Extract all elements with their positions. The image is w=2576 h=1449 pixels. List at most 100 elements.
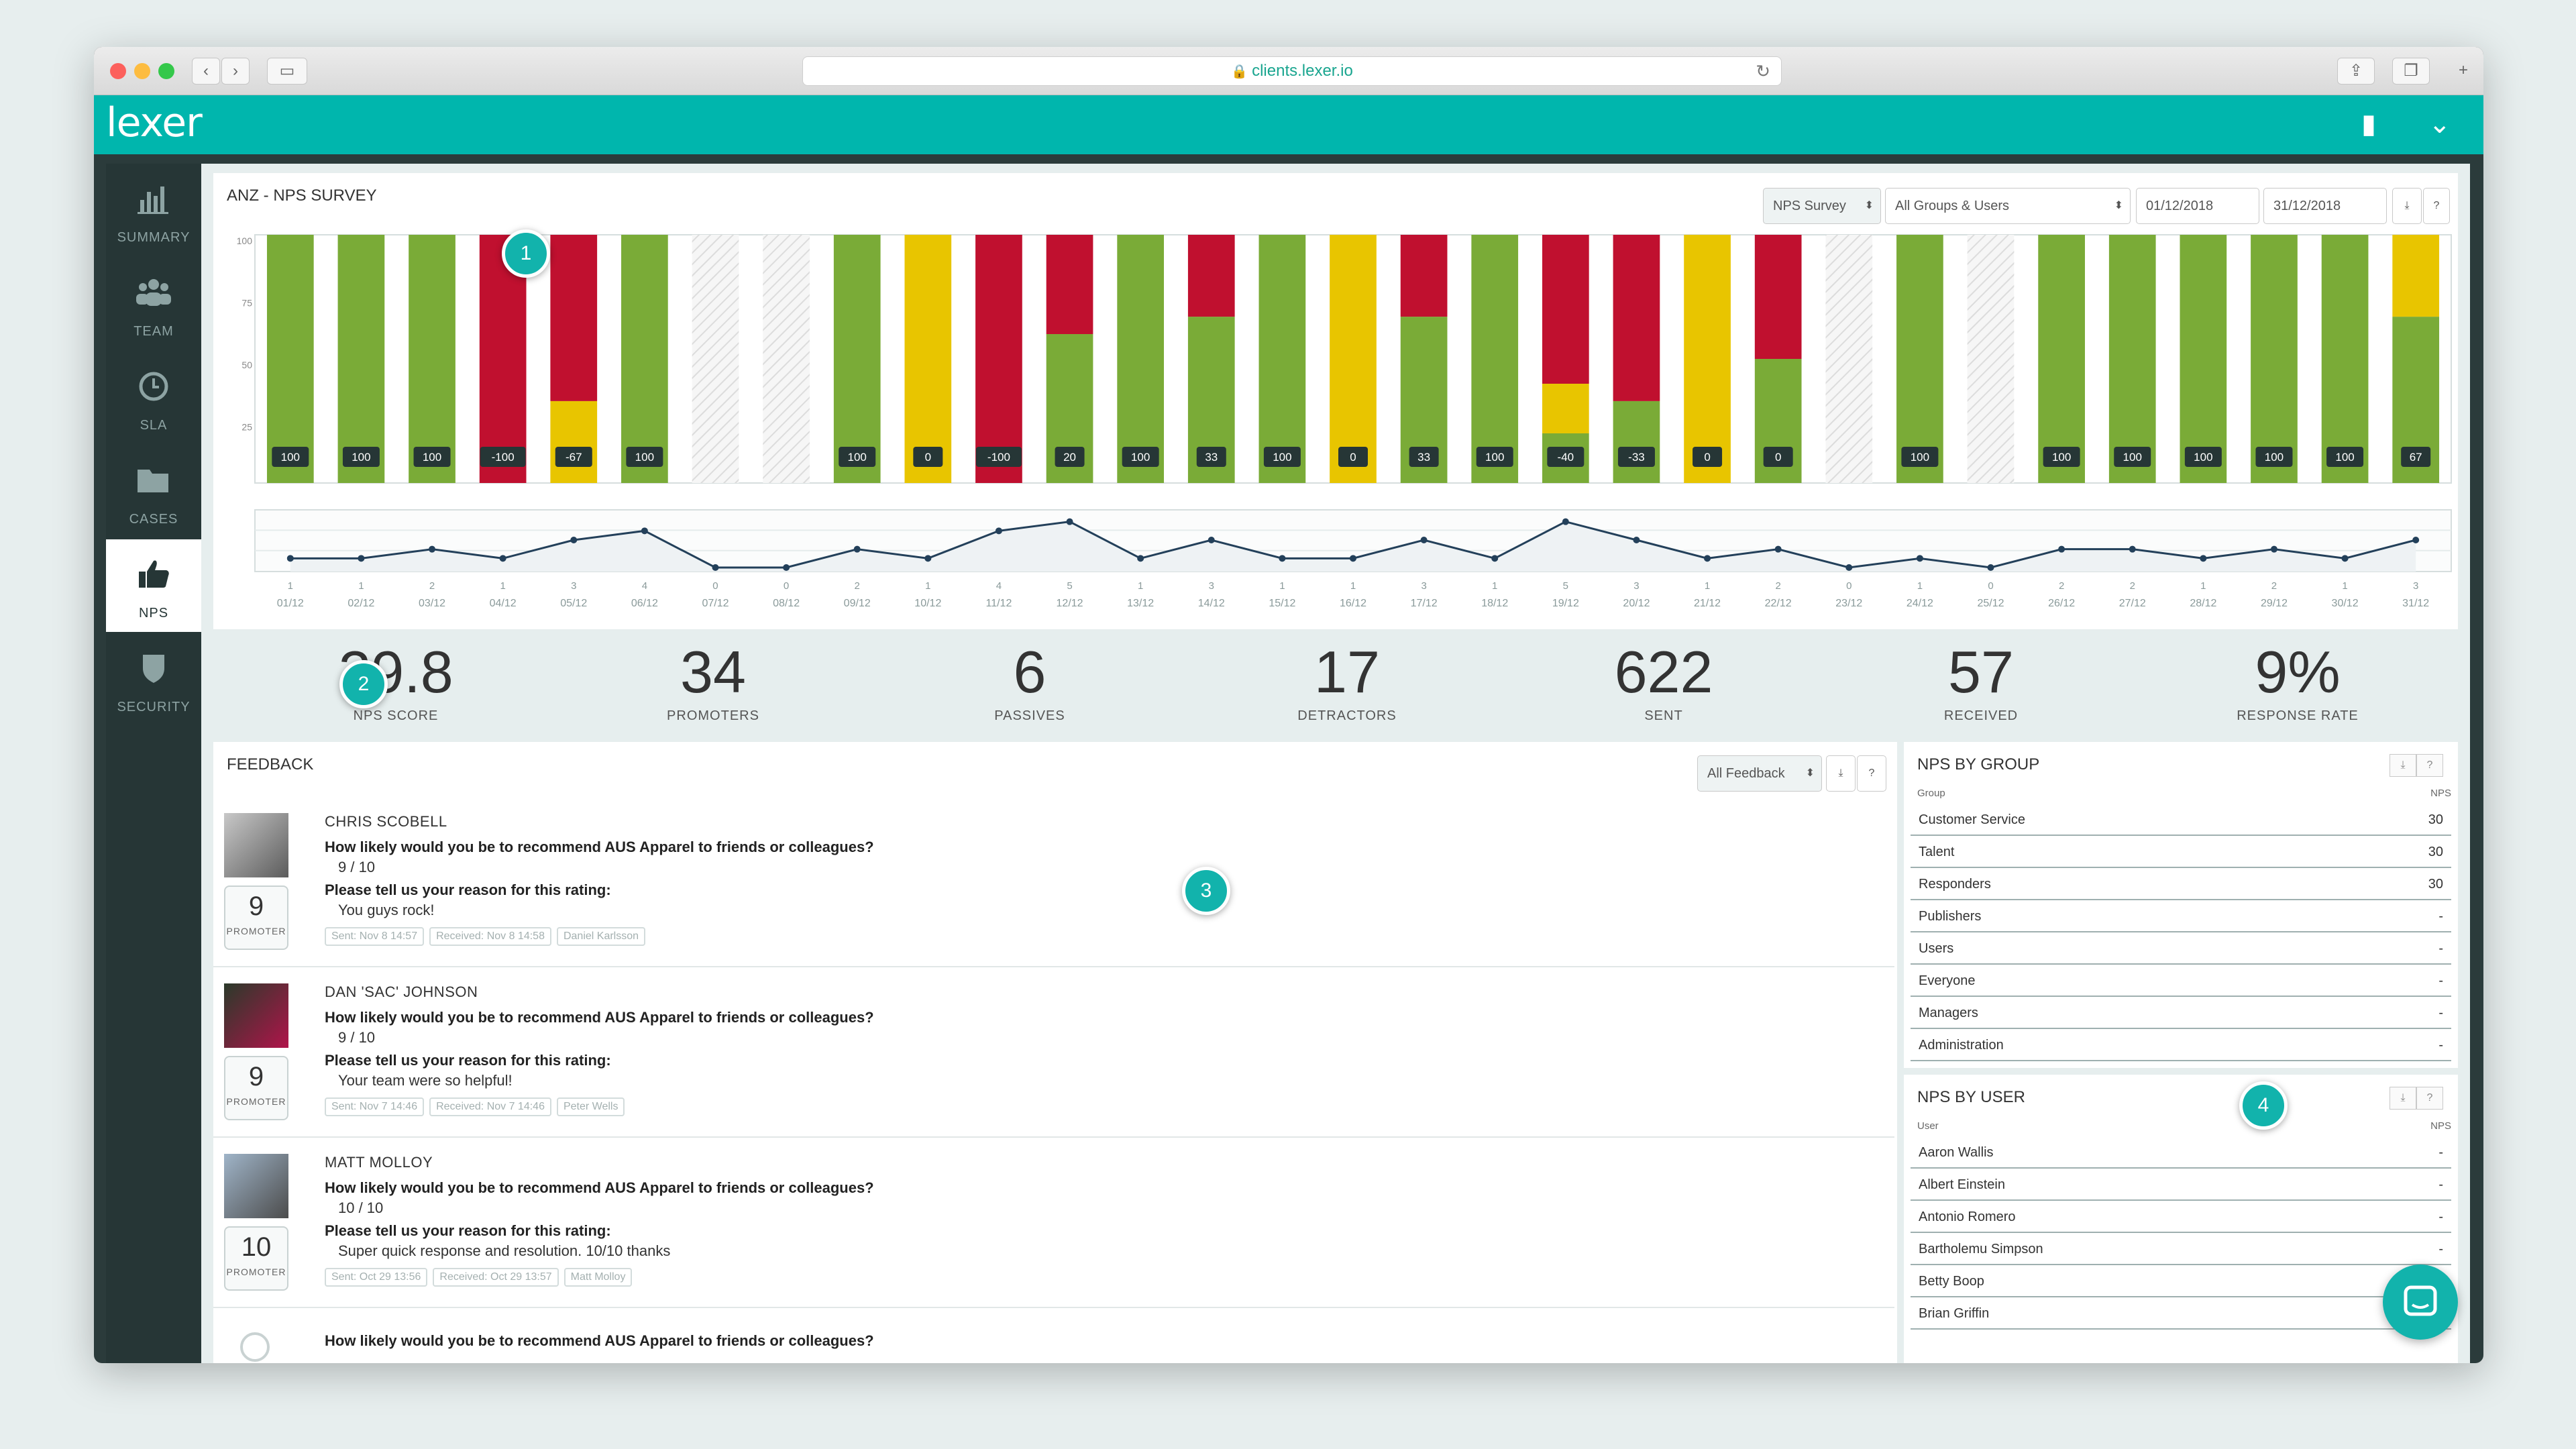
- x-tick-label: 02/12: [347, 598, 374, 609]
- x-tick-label: 12/12: [1057, 598, 1083, 609]
- table-row[interactable]: Betty Boop-: [1911, 1265, 2451, 1297]
- x-tick-label: 11/12: [986, 598, 1012, 609]
- sidebar-item-team[interactable]: TEAM: [106, 258, 201, 350]
- score-value: 9: [248, 1062, 264, 1091]
- table-row[interactable]: Managers -: [1911, 997, 2451, 1029]
- table-row[interactable]: Talent 30: [1911, 836, 2451, 868]
- responses-point: [2129, 545, 2136, 553]
- survey-select[interactable]: NPS Survey ⬍: [1763, 188, 1881, 224]
- download-button[interactable]: ⤓: [2392, 188, 2422, 224]
- table-row[interactable]: Users -: [1911, 932, 2451, 965]
- responses-point: [2412, 537, 2420, 543]
- table-row[interactable]: Everyone -: [1911, 965, 2451, 997]
- back-button[interactable]: ‹: [192, 58, 220, 85]
- bar-segment-promoters: [2108, 235, 2156, 483]
- feedback-filter-select[interactable]: All Feedback ⬍: [1697, 755, 1822, 792]
- table-row[interactable]: Antonio Romero -: [1911, 1201, 2451, 1233]
- score-badge: 9 PROMOTER: [224, 885, 288, 950]
- sidebar-item-summary[interactable]: SUMMARY: [106, 164, 201, 256]
- nps-value-label: 100: [2123, 451, 2142, 464]
- download-icon[interactable]: ⤓: [2390, 1087, 2416, 1110]
- column-header-user: User: [1917, 1120, 1939, 1132]
- sidebar-item-sla[interactable]: SLA: [106, 352, 201, 444]
- nps-label-bg: [1196, 447, 1226, 467]
- help-button[interactable]: ?: [2423, 188, 2450, 224]
- date-from-input[interactable]: 01/12/2018: [2136, 188, 2259, 224]
- agent-tag[interactable]: Peter Wells: [556, 1097, 625, 1116]
- agent-tag[interactable]: Daniel Karlsson: [556, 927, 646, 946]
- select-caret-icon: ⬍: [2114, 200, 2123, 211]
- row-name: Customer Service: [1919, 812, 2025, 827]
- x-tick-label: 18/12: [1481, 598, 1508, 609]
- bar-segment-promoters: [409, 235, 455, 483]
- row-name: Brian Griffin: [1919, 1306, 1990, 1321]
- chat-icon: [2404, 1285, 2437, 1316]
- bar-segment-passives: [1684, 235, 1731, 483]
- help-icon[interactable]: ?: [2416, 754, 2443, 777]
- bar-segment-passives: [1330, 235, 1377, 483]
- chevron-down-icon[interactable]: ⌄: [2428, 109, 2451, 139]
- forward-button[interactable]: ›: [221, 58, 250, 85]
- clock-icon: [106, 368, 201, 413]
- table-row[interactable]: Customer Service 30: [1911, 804, 2451, 836]
- x-tick-label: 09/12: [844, 598, 871, 609]
- agent-tag[interactable]: Matt Molloy: [564, 1268, 633, 1287]
- team-icon: [106, 274, 201, 319]
- x-tick-label: 24/12: [1907, 598, 1933, 609]
- nps-value-label: -100: [492, 451, 515, 464]
- table-row[interactable]: Aaron Wallis -: [1911, 1136, 2451, 1169]
- received-tag: Received: Oct 29 13:57: [433, 1268, 559, 1287]
- table-row[interactable]: Brian Griffin-: [1911, 1297, 2451, 1330]
- share-icon[interactable]: ⇪: [2337, 58, 2375, 85]
- download-icon[interactable]: ⤓: [2390, 754, 2416, 777]
- table-row[interactable]: Albert Einstein -: [1911, 1169, 2451, 1201]
- chat-launcher-button[interactable]: [2383, 1265, 2458, 1340]
- nps-value-label: -67: [566, 451, 582, 464]
- responses-point: [712, 564, 719, 571]
- table-row[interactable]: Responders 30: [1911, 868, 2451, 900]
- responses-point: [429, 545, 436, 553]
- url-text: clients.lexer.io: [1252, 62, 1353, 80]
- zoom-window-button[interactable]: [158, 63, 174, 79]
- building-icon[interactable]: ▮: [2361, 109, 2377, 139]
- sidebar-item-cases[interactable]: CASES: [106, 445, 201, 538]
- responses-point: [1704, 555, 1711, 562]
- kpi-value: 34: [680, 639, 746, 705]
- nps-label-bg: [626, 447, 663, 467]
- sidebar-item-security[interactable]: SECURITY: [106, 633, 201, 726]
- row-value: -: [2438, 1210, 2443, 1224]
- score-value: 9: [248, 892, 264, 921]
- row-name: Users: [1919, 941, 1954, 956]
- responses-point: [1987, 564, 1994, 571]
- reason-question: Please tell us your reason for this rati…: [325, 1052, 611, 1069]
- minimize-window-button[interactable]: [134, 63, 150, 79]
- reload-icon[interactable]: ↻: [1756, 61, 1770, 81]
- x-tick-label: 16/12: [1340, 598, 1366, 609]
- help-icon[interactable]: ?: [2416, 1087, 2443, 1110]
- row-name: Aaron Wallis: [1919, 1145, 1994, 1160]
- responses-point: [1562, 518, 1569, 525]
- x-tick-label: 29/12: [2261, 598, 2288, 609]
- x-tick-label: 07/12: [702, 598, 729, 609]
- tabs-icon[interactable]: ❐: [2392, 58, 2430, 85]
- sidebar-toggle-icon[interactable]: ▭: [267, 58, 307, 85]
- date-to-input[interactable]: 31/12/2018: [2263, 188, 2387, 224]
- responses-point: [1279, 555, 1286, 562]
- feedback-download-button[interactable]: ⤓: [1826, 755, 1856, 792]
- address-bar[interactable]: 🔒 clients.lexer.io ↻: [802, 56, 1782, 86]
- answer-score: 9 / 10: [338, 1029, 376, 1046]
- close-window-button[interactable]: [110, 63, 126, 79]
- table-row[interactable]: Administration -: [1911, 1029, 2451, 1061]
- group-select[interactable]: All Groups & Users ⬍: [1885, 188, 2131, 224]
- answer-score: 9 / 10: [338, 859, 376, 875]
- question-text: How likely would you be to recommend AUS…: [325, 1009, 874, 1026]
- nps-label-bg: [1122, 447, 1159, 467]
- new-tab-icon[interactable]: +: [2458, 61, 2468, 79]
- table-row[interactable]: Bartholemu Simpson -: [1911, 1233, 2451, 1265]
- sidebar-item-nps[interactable]: NPS: [106, 539, 201, 632]
- feedback-help-button[interactable]: ?: [1857, 755, 1886, 792]
- sent-tag: Sent: Oct 29 13:56: [325, 1268, 428, 1287]
- table-row[interactable]: Publishers -: [1911, 900, 2451, 932]
- row-value: 30: [2428, 845, 2443, 859]
- responses-point: [499, 555, 506, 562]
